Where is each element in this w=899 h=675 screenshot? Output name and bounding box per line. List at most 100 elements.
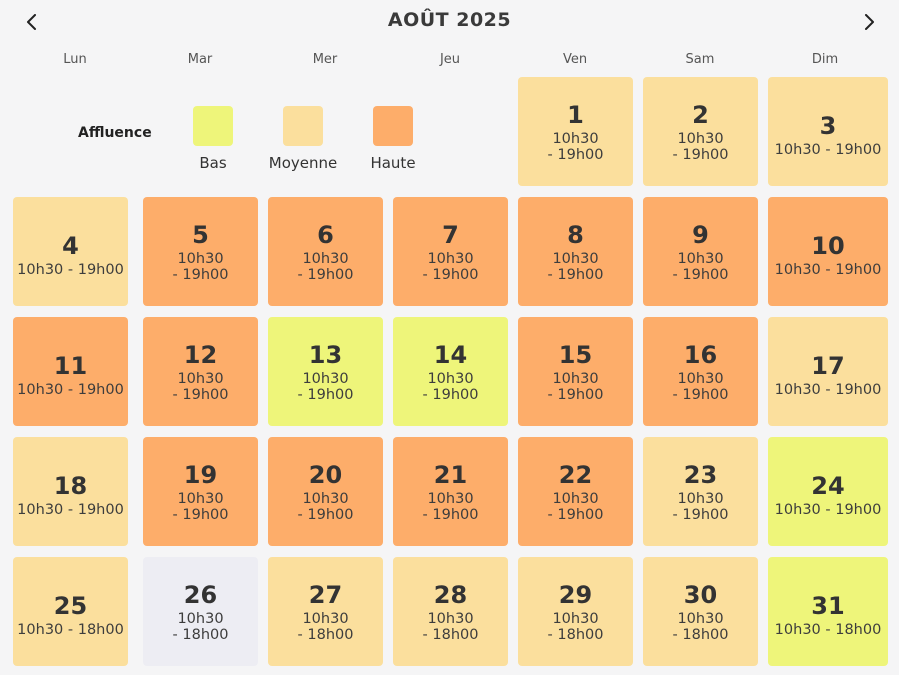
legend-swatch — [193, 106, 233, 146]
day-number: 27 — [308, 580, 343, 609]
day-cell-10[interactable]: 10 10h30 - 19h00 — [768, 197, 888, 306]
day-number: 15 — [558, 340, 593, 369]
day-number: 18 — [53, 471, 88, 500]
day-number: 17 — [811, 351, 845, 380]
next-month-button[interactable] — [855, 8, 883, 36]
day-cell-29[interactable]: 29 10h30 - 18h00 — [518, 557, 633, 666]
day-cell-14[interactable]: 14 10h30 - 19h00 — [393, 317, 508, 426]
day-number: 6 — [317, 220, 334, 249]
day-number: 19 — [183, 460, 218, 489]
day-hours: 10h30 - 18h00 — [422, 610, 479, 643]
day-hours: 10h30 - 19h00 — [17, 381, 124, 398]
legend-item-bas: Bas — [163, 106, 263, 172]
legend-item-moyenne: Moyenne — [253, 106, 353, 172]
calendar-header: AOÛT 2025 — [0, 0, 899, 44]
day-hours: 10h30 - 19h00 — [547, 250, 604, 283]
legend-label: Haute — [370, 154, 416, 172]
day-cell-17[interactable]: 17 10h30 - 19h00 — [768, 317, 888, 426]
day-number: 14 — [433, 340, 468, 369]
day-hours: 10h30 - 19h00 — [172, 370, 229, 403]
legend-label: Bas — [199, 154, 227, 172]
day-cell-28[interactable]: 28 10h30 - 18h00 — [393, 557, 508, 666]
chevron-right-icon — [865, 14, 874, 30]
day-hours: 10h30 - 19h00 — [547, 130, 604, 163]
day-cell-11[interactable]: 11 10h30 - 19h00 — [13, 317, 128, 426]
day-hours: 10h30 - 19h00 — [672, 250, 729, 283]
day-number: 5 — [192, 220, 209, 249]
day-cell-21[interactable]: 21 10h30 - 19h00 — [393, 437, 508, 546]
day-cell-16[interactable]: 16 10h30 - 19h00 — [643, 317, 758, 426]
day-number: 24 — [811, 471, 845, 500]
day-cell-4[interactable]: 4 10h30 - 19h00 — [13, 197, 128, 306]
day-hours: 10h30 - 19h00 — [672, 490, 729, 523]
month-title: AOÛT 2025 — [387, 9, 512, 31]
day-cell-9[interactable]: 9 10h30 - 19h00 — [643, 197, 758, 306]
day-cell-5[interactable]: 5 10h30 - 19h00 — [143, 197, 258, 306]
day-cell-1[interactable]: 1 10h30 - 19h00 — [518, 77, 633, 186]
day-number: 23 — [683, 460, 718, 489]
day-cell-15[interactable]: 15 10h30 - 19h00 — [518, 317, 633, 426]
day-cell-8[interactable]: 8 10h30 - 19h00 — [518, 197, 633, 306]
day-cell-27[interactable]: 27 10h30 - 18h00 — [268, 557, 383, 666]
day-cell-31[interactable]: 31 10h30 - 18h00 — [768, 557, 888, 666]
day-cell-24[interactable]: 24 10h30 - 19h00 — [768, 437, 888, 546]
day-number: 26 — [183, 580, 218, 609]
day-number: 31 — [811, 591, 845, 620]
day-cell-12[interactable]: 12 10h30 - 19h00 — [143, 317, 258, 426]
day-number: 28 — [433, 580, 468, 609]
day-cell-18[interactable]: 18 10h30 - 19h00 — [13, 437, 128, 546]
day-hours: 10h30 - 18h00 — [672, 610, 729, 643]
day-number: 9 — [692, 220, 709, 249]
day-number: 3 — [819, 111, 837, 140]
legend-swatch — [373, 106, 413, 146]
day-hours: 10h30 - 19h00 — [672, 370, 729, 403]
day-number: 8 — [567, 220, 584, 249]
day-cell-22[interactable]: 22 10h30 - 19h00 — [518, 437, 633, 546]
legend-title: Affluence — [78, 125, 152, 141]
weekday-label: Mar — [187, 52, 213, 67]
previous-month-button[interactable] — [18, 8, 46, 36]
legend-item-haute: Haute — [343, 106, 443, 172]
day-hours: 10h30 - 19h00 — [17, 501, 124, 518]
day-number: 22 — [558, 460, 593, 489]
day-hours: 10h30 - 18h00 — [774, 621, 882, 638]
day-number: 4 — [62, 231, 79, 260]
day-hours: 10h30 - 19h00 — [297, 250, 354, 283]
day-number: 20 — [308, 460, 343, 489]
day-cell-6[interactable]: 6 10h30 - 19h00 — [268, 197, 383, 306]
day-hours: 10h30 - 19h00 — [672, 130, 729, 163]
weekday-label: Lun — [63, 52, 87, 67]
weekday-label: Ven — [562, 52, 588, 67]
day-hours: 10h30 - 19h00 — [17, 261, 124, 278]
day-hours: 10h30 - 19h00 — [774, 501, 882, 518]
day-number: 10 — [811, 231, 845, 260]
day-cell-13[interactable]: 13 10h30 - 19h00 — [268, 317, 383, 426]
day-number: 1 — [567, 100, 584, 129]
day-number: 21 — [433, 460, 468, 489]
day-cell-26[interactable]: 26 10h30 - 18h00 — [143, 557, 258, 666]
day-hours: 10h30 - 19h00 — [297, 370, 354, 403]
legend-swatch — [283, 106, 323, 146]
day-number: 7 — [442, 220, 459, 249]
legend-label: Moyenne — [268, 154, 338, 172]
weekday-label: Jeu — [439, 52, 461, 67]
day-cell-30[interactable]: 30 10h30 - 18h00 — [643, 557, 758, 666]
day-hours: 10h30 - 18h00 — [17, 621, 124, 638]
day-cell-19[interactable]: 19 10h30 - 19h00 — [143, 437, 258, 546]
day-cell-25[interactable]: 25 10h30 - 18h00 — [13, 557, 128, 666]
day-hours: 10h30 - 19h00 — [547, 490, 604, 523]
day-hours: 10h30 - 19h00 — [422, 250, 479, 283]
day-hours: 10h30 - 19h00 — [172, 490, 229, 523]
day-cell-7[interactable]: 7 10h30 - 19h00 — [393, 197, 508, 306]
day-cell-23[interactable]: 23 10h30 - 19h00 — [643, 437, 758, 546]
day-number: 11 — [53, 351, 88, 380]
day-number: 12 — [183, 340, 218, 369]
day-hours: 10h30 - 19h00 — [774, 141, 882, 158]
day-cell-2[interactable]: 2 10h30 - 19h00 — [643, 77, 758, 186]
day-hours: 10h30 - 19h00 — [422, 490, 479, 523]
day-number: 30 — [683, 580, 718, 609]
weekday-label: Dim — [811, 52, 839, 67]
day-cell-20[interactable]: 20 10h30 - 19h00 — [268, 437, 383, 546]
day-cell-3[interactable]: 3 10h30 - 19h00 — [768, 77, 888, 186]
